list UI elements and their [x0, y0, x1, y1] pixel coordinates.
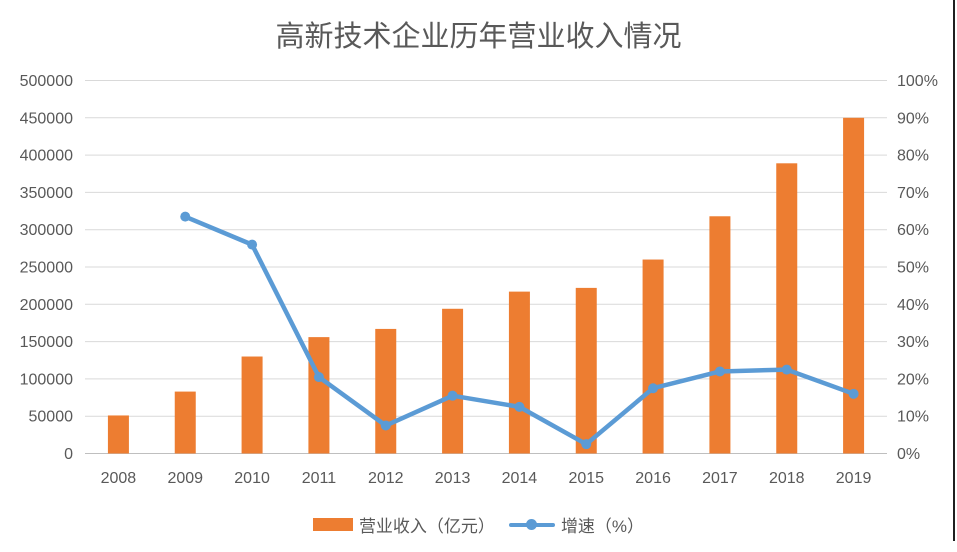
- y-axis-left-tick-label: 450000: [20, 110, 73, 127]
- growth-marker-icon: [525, 519, 537, 530]
- y-axis-right-tick-label: 40%: [897, 297, 929, 314]
- growth-marker-2012: [380, 420, 391, 431]
- revenue-bar-2008: [107, 415, 129, 454]
- y-axis-left-tick-label: 350000: [20, 185, 73, 202]
- y-axis-right-tick-label: 50%: [897, 260, 929, 277]
- window-border-right: [953, 0, 955, 541]
- legend-label-revenue: 营业收入（亿元）: [358, 517, 495, 536]
- y-axis-right-tick-label: 20%: [897, 371, 929, 388]
- growth-marker-2011: [313, 372, 324, 383]
- growth-marker-2015: [581, 439, 592, 450]
- y-axis-right-tick-label: 100%: [897, 73, 938, 90]
- revenue-bar-2015: [575, 287, 597, 454]
- y-axis-right-tick-label: 80%: [897, 148, 929, 165]
- x-axis-tick-label: 2008: [101, 470, 137, 487]
- y-axis-left-tick-label: 50000: [29, 409, 74, 426]
- growth-marker-2017: [714, 366, 725, 377]
- revenue-bar-2018: [776, 163, 798, 454]
- growth-marker-2018: [781, 364, 792, 375]
- growth-marker-2019: [848, 388, 859, 399]
- growth-series-swatch: [508, 518, 555, 531]
- y-axis-left-tick-label: 150000: [20, 334, 73, 351]
- x-axis-tick-label: 2015: [568, 470, 604, 487]
- y-axis-left-tick-label: 200000: [20, 297, 73, 314]
- y-axis-right-tick-label: 10%: [897, 409, 929, 426]
- y-axis-right-tick-label: 0%: [897, 446, 920, 463]
- x-axis-tick-label: 2019: [836, 470, 872, 487]
- growth-marker-2009: [180, 211, 191, 222]
- y-axis-left-tick-label: 250000: [20, 260, 73, 277]
- x-axis-tick-label: 2013: [435, 470, 471, 487]
- x-axis-tick-label: 2016: [635, 470, 671, 487]
- revenue-bar-2019: [843, 117, 865, 454]
- x-axis-tick-label: 2012: [368, 470, 404, 487]
- revenue-bar-2011: [308, 337, 330, 454]
- legend-item-growth: 增速（%）: [508, 512, 645, 537]
- revenue-bar-2016: [642, 259, 664, 454]
- chart-title: 高新技术企业历年营业收入情况: [275, 21, 682, 53]
- x-axis-tick-label: 2011: [302, 470, 337, 487]
- growth-marker-2016: [648, 383, 659, 394]
- y-axis-left-tick-label: 0: [64, 446, 73, 463]
- revenue-bar-2009: [174, 391, 196, 454]
- x-axis-tick-label: 2009: [167, 470, 203, 487]
- revenue-series-swatch: [312, 518, 353, 531]
- legend: 营业收入（亿元） 增速（%）: [0, 512, 957, 537]
- revenue-bar-2014: [508, 291, 530, 454]
- x-axis-tick-label: 2010: [234, 470, 270, 487]
- y-axis-left-tick-label: 300000: [20, 222, 73, 239]
- revenue-bar-2010: [241, 356, 263, 454]
- revenue-bar-2013: [442, 308, 464, 454]
- growth-marker-2013: [447, 390, 458, 401]
- y-axis-right-tick-label: 70%: [897, 185, 929, 202]
- y-axis-right-tick-label: 90%: [897, 110, 929, 127]
- legend-item-revenue: 营业收入（亿元）: [312, 512, 495, 537]
- revenue-bar-2012: [375, 328, 397, 454]
- x-axis-tick-label: 2017: [702, 470, 738, 487]
- growth-marker-2010: [247, 239, 258, 250]
- legend-label-growth: 增速（%）: [560, 517, 645, 536]
- y-axis-left-tick-label: 100000: [20, 371, 73, 388]
- revenue-bar-2017: [709, 216, 731, 454]
- growth-marker-2014: [514, 401, 525, 412]
- y-axis-right-tick-label: 30%: [897, 334, 929, 351]
- y-axis-right-tick-label: 60%: [897, 222, 929, 239]
- x-axis-tick-label: 2014: [502, 470, 538, 487]
- y-axis-left-tick-label: 500000: [20, 73, 73, 90]
- y-axis-left-tick-label: 400000: [20, 148, 73, 165]
- x-axis-tick-label: 2018: [769, 470, 805, 487]
